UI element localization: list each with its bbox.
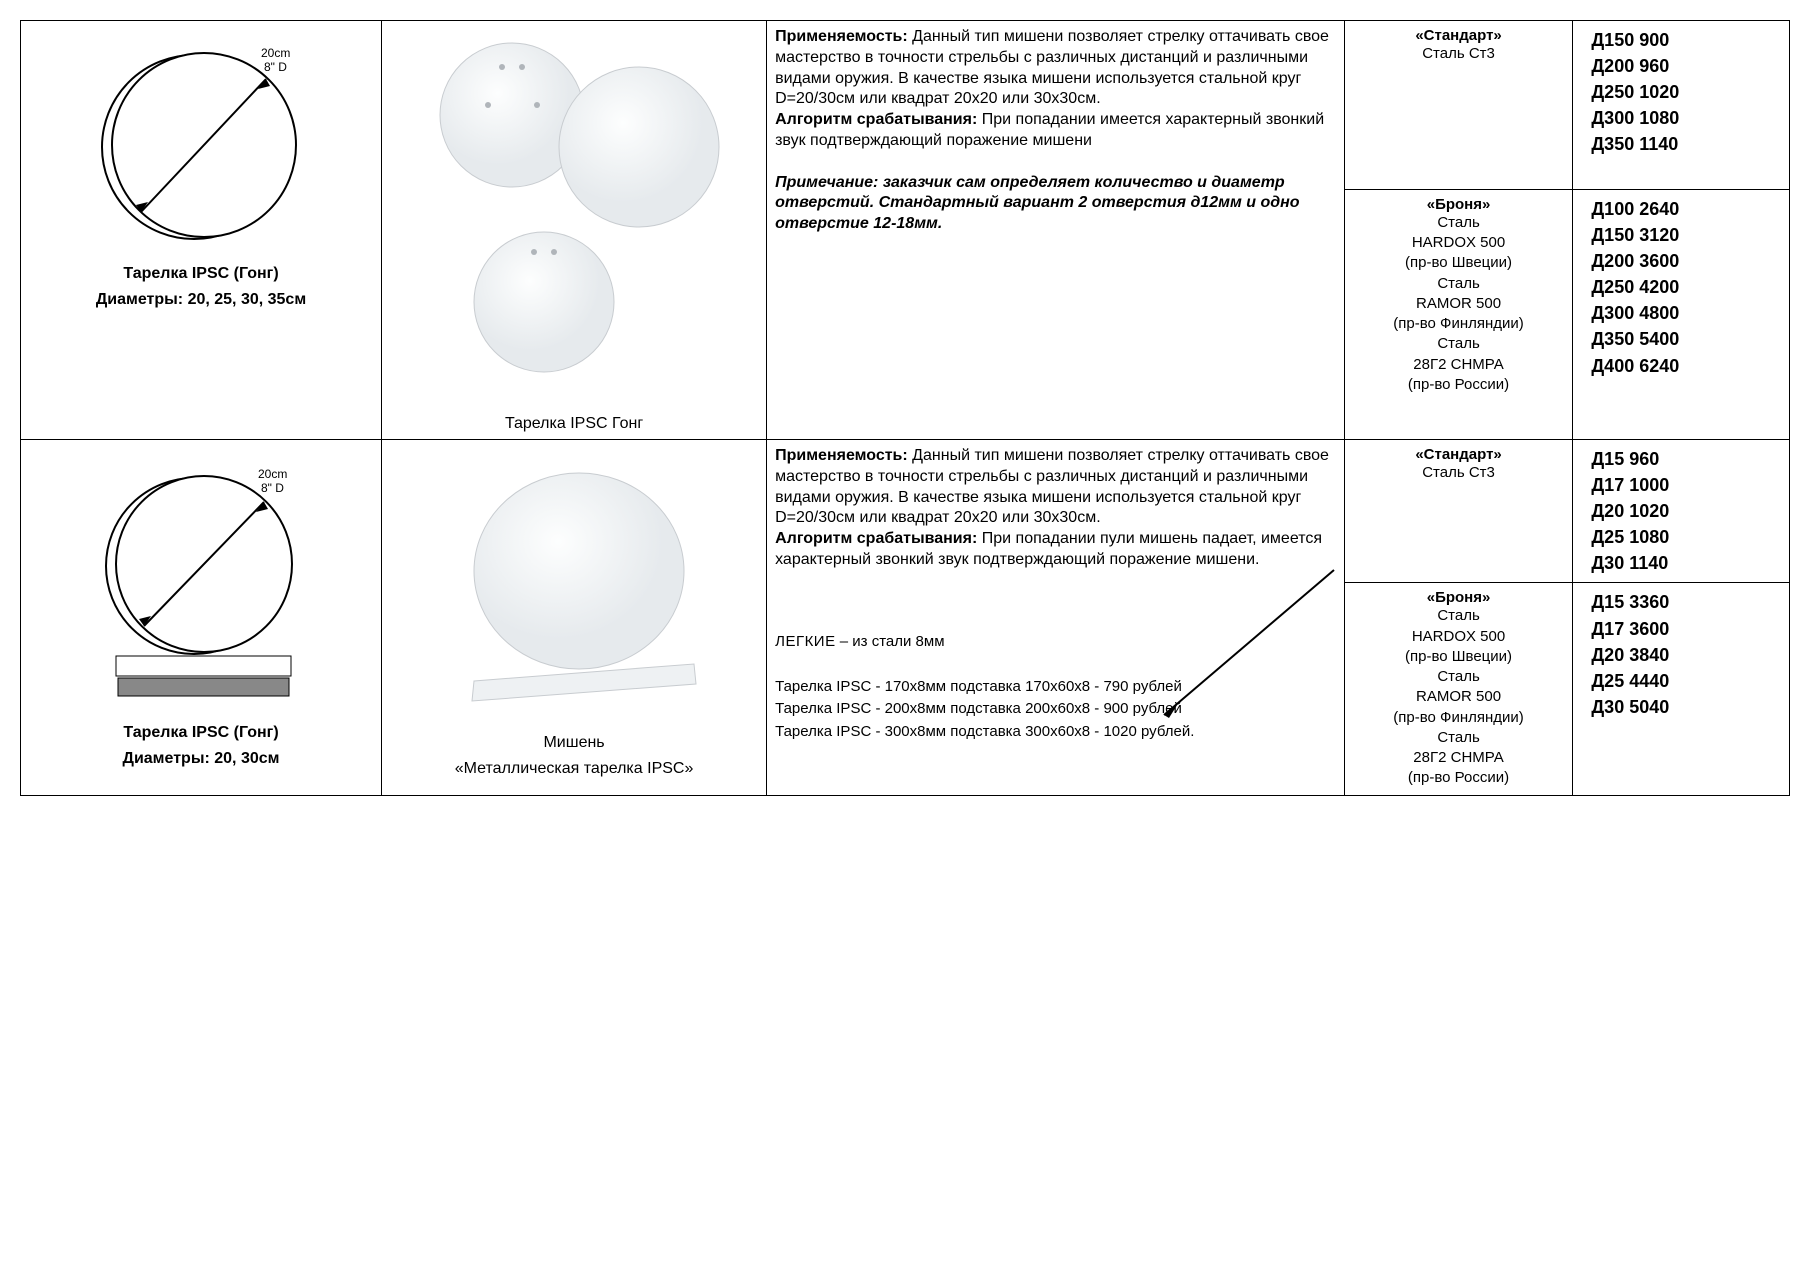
gong-diagram-1: 20cm 8" D (86, 27, 316, 257)
row2-diag-title: Тарелка IPSC (Гонг) (29, 724, 373, 742)
row1-photo-cell: Тарелка IPSC Гонг (382, 21, 767, 440)
svg-text:20cm: 20cm (261, 46, 290, 60)
gong-photo-2 (424, 446, 724, 726)
row1-prices-standard: Д150 900 Д200 960 Д250 1020 Д300 1080 Д3… (1573, 21, 1790, 190)
row2-prices-armor: Д15 3360 Д17 3600 Д20 3840 Д25 4440 Д30 … (1573, 583, 1790, 795)
row1-photo-caption: Тарелка IPSC Гонг (390, 415, 758, 433)
gong-diagram-2: 20cm 8" D (86, 446, 316, 716)
row2-material-standard: «Стандарт» Сталь Ст3 (1344, 440, 1573, 583)
row1-diag-subtitle: Диаметры: 20, 25, 30, 35см (29, 291, 373, 309)
row2-material-armor: «Броня» Сталь HARDOX 500 (пр-во Швеции) … (1344, 583, 1573, 795)
row2-photo-cell: Мишень «Металлическая тарелка IPSC» (382, 440, 767, 796)
row1-description: Применяемость: Данный тип мишени позволя… (767, 21, 1345, 440)
gong-photo-1 (424, 27, 724, 407)
row1-material-standard: «Стандарт» Сталь Ст3 (1344, 21, 1573, 190)
row2-photo-caption-1: Мишень (390, 734, 758, 752)
row1-material-armor: «Броня» Сталь HARDOX 500 (пр-во Швеции) … (1344, 189, 1573, 439)
svg-text:8" D: 8" D (261, 481, 284, 495)
row2-prices-standard: Д15 960 Д17 1000 Д20 1020 Д25 1080 Д30 1… (1573, 440, 1790, 583)
svg-text:20cm: 20cm (258, 467, 287, 481)
row2-description: Применяемость: Данный тип мишени позволя… (767, 440, 1345, 796)
row1-diagram-cell: 20cm 8" D Тарелка IPSC (Гонг) Диаметры: … (21, 21, 382, 440)
row1-prices-armor: Д100 2640 Д150 3120 Д200 3600 Д250 4200 … (1573, 189, 1790, 439)
svg-text:8" D: 8" D (264, 60, 287, 74)
row2-photo-caption-2: «Металлическая тарелка IPSC» (390, 760, 758, 778)
row1-diag-title: Тарелка IPSC (Гонг) (29, 265, 373, 283)
catalog-table: 20cm 8" D Тарелка IPSC (Гонг) Диаметры: … (20, 20, 1790, 796)
row2-diag-subtitle: Диаметры: 20, 30см (29, 750, 373, 768)
row2-diagram-cell: 20cm 8" D Тарелка IPSC (Гонг) Диаметры: … (21, 440, 382, 796)
light-variants-block: ЛЕГКИЕ – из стали 8мм Тарелка IPSC - 170… (775, 631, 1336, 744)
